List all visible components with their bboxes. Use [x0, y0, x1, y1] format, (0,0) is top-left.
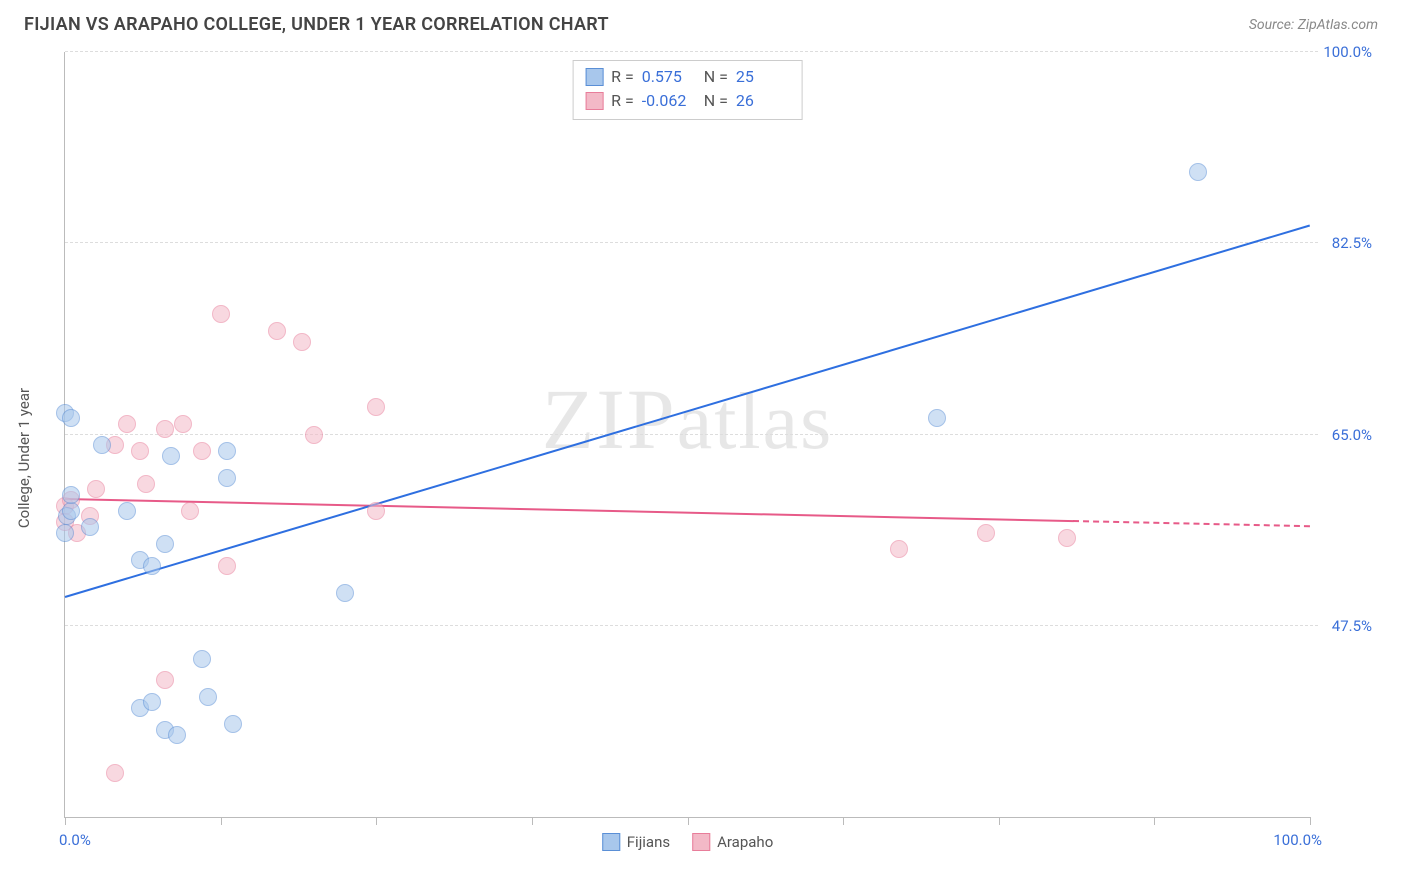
- stat-r-label: R =: [611, 65, 634, 89]
- data-point: [93, 436, 111, 454]
- data-point: [224, 715, 242, 733]
- x-tick: [1310, 817, 1311, 825]
- data-point: [174, 415, 192, 433]
- data-point: [367, 398, 385, 416]
- stat-r-value: 0.575: [642, 65, 696, 89]
- data-point: [156, 671, 174, 689]
- x-tick: [843, 817, 844, 825]
- legend-label: Arapaho: [717, 833, 773, 851]
- data-point: [137, 475, 155, 493]
- stat-r-label: R =: [611, 89, 634, 113]
- data-point: [162, 447, 180, 465]
- y-tick-label: 47.5%: [1332, 617, 1372, 635]
- watermark: ZIPatlas: [542, 369, 834, 469]
- chart-header: FIJIAN VS ARAPAHO COLLEGE, UNDER 1 YEAR …: [0, 0, 1406, 43]
- data-point: [193, 650, 211, 668]
- data-point: [268, 322, 286, 340]
- data-point: [977, 524, 995, 542]
- correlation-stats-box: R = 0.575 N = 25 R = -0.062 N = 26: [572, 60, 803, 120]
- chart-title: FIJIAN VS ARAPAHO COLLEGE, UNDER 1 YEAR …: [24, 14, 609, 35]
- legend-item: Arapaho: [692, 833, 773, 851]
- data-point: [62, 409, 80, 427]
- data-point: [87, 480, 105, 498]
- y-tick-label: 100.0%: [1323, 43, 1372, 61]
- y-tick-label: 65.0%: [1332, 426, 1372, 444]
- legend-label: Fijians: [627, 833, 670, 851]
- chart-source: Source: ZipAtlas.com: [1249, 17, 1378, 33]
- gridline: [65, 434, 1318, 435]
- data-point: [131, 442, 149, 460]
- data-point: [181, 502, 199, 520]
- x-tick: [221, 817, 222, 825]
- gridline: [65, 51, 1318, 52]
- stat-n-value: 25: [736, 65, 790, 89]
- data-point: [156, 420, 174, 438]
- gridline: [65, 625, 1318, 626]
- legend-swatch: [585, 68, 603, 86]
- data-point: [143, 693, 161, 711]
- stat-r-value: -0.062: [642, 89, 696, 113]
- stats-row: R = 0.575 N = 25: [585, 65, 790, 89]
- data-point: [199, 688, 217, 706]
- x-tick: [376, 817, 377, 825]
- data-point: [218, 469, 236, 487]
- data-point: [168, 726, 186, 744]
- series-legend: Fijians Arapaho: [602, 833, 774, 851]
- data-point: [81, 518, 99, 536]
- stat-n-label: N =: [704, 65, 728, 89]
- data-point: [367, 502, 385, 520]
- x-axis-min-label: 0.0%: [59, 831, 91, 849]
- y-tick-label: 82.5%: [1332, 234, 1372, 252]
- y-axis-label: College, Under 1 year: [15, 388, 33, 528]
- trend-line: [65, 225, 1311, 598]
- legend-swatch: [602, 833, 620, 851]
- data-point: [218, 557, 236, 575]
- data-point: [305, 426, 323, 444]
- data-point: [118, 502, 136, 520]
- data-point: [106, 764, 124, 782]
- x-tick: [999, 817, 1000, 825]
- trend-line: [65, 498, 1073, 522]
- x-axis-max-label: 100.0%: [1273, 831, 1322, 849]
- data-point: [890, 540, 908, 558]
- data-point: [212, 305, 230, 323]
- data-point: [62, 502, 80, 520]
- data-point: [1058, 529, 1076, 547]
- x-tick: [65, 817, 66, 825]
- x-tick: [1154, 817, 1155, 825]
- stats-row: R = -0.062 N = 26: [585, 89, 790, 113]
- legend-item: Fijians: [602, 833, 670, 851]
- data-point: [56, 524, 74, 542]
- data-point: [336, 584, 354, 602]
- plot-area: ZIPatlas R =0.575N =25R =-0.062N =26 0.0…: [64, 52, 1310, 818]
- data-point: [193, 442, 211, 460]
- data-point: [218, 442, 236, 460]
- legend-swatch: [692, 833, 710, 851]
- data-point: [928, 409, 946, 427]
- data-point: [62, 486, 80, 504]
- trend-line: [1073, 520, 1310, 527]
- data-point: [156, 535, 174, 553]
- stat-n-value: 26: [736, 89, 790, 113]
- data-point: [143, 557, 161, 575]
- data-point: [118, 415, 136, 433]
- data-point: [293, 333, 311, 351]
- stat-n-label: N =: [704, 89, 728, 113]
- legend-swatch: [585, 92, 603, 110]
- x-tick: [532, 817, 533, 825]
- data-point: [1189, 163, 1207, 181]
- x-tick: [688, 817, 689, 825]
- gridline: [65, 242, 1318, 243]
- chart-container: College, Under 1 year ZIPatlas R =0.575N…: [24, 46, 1378, 870]
